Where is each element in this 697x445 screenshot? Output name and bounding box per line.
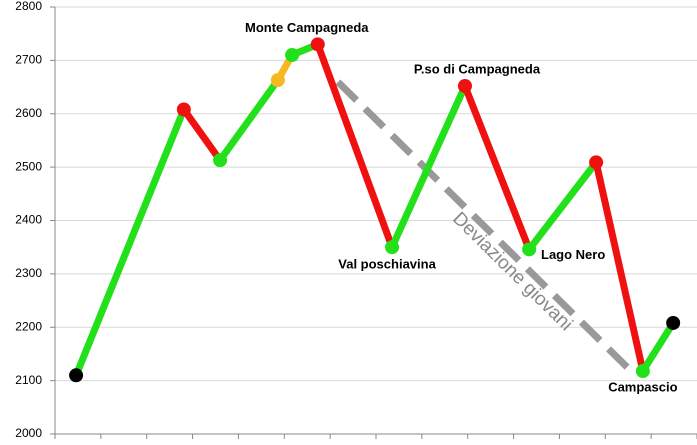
point: [176, 102, 191, 117]
point-label: Val poschiavina: [338, 257, 436, 272]
point: [457, 78, 472, 93]
point: [522, 242, 537, 257]
y-tick-label: 2800: [15, 0, 42, 13]
y-tick-label: 2000: [15, 426, 42, 440]
point: [270, 73, 285, 88]
segment: [592, 158, 647, 375]
y-tick-label: 2500: [15, 159, 42, 173]
annotation-line: [335, 79, 633, 373]
y-tick-label: 2200: [15, 319, 42, 333]
point: [589, 155, 604, 170]
y-tick-label: 2100: [15, 373, 42, 387]
point: [69, 368, 84, 383]
point-label: Monte Campagneda: [245, 20, 369, 35]
segment: [461, 82, 533, 253]
point-label: Lago Nero: [541, 247, 605, 262]
segment: [216, 76, 282, 164]
segment: [639, 319, 677, 375]
y-tick-label: 2400: [15, 213, 42, 227]
point: [666, 315, 681, 330]
point: [635, 364, 650, 379]
y-tick-label: 2700: [15, 53, 42, 67]
point: [385, 240, 400, 255]
segment: [180, 105, 224, 164]
point: [285, 48, 300, 63]
point-label: P.so di Campagneda: [414, 61, 541, 76]
segment: [72, 105, 188, 379]
annotation: Deviazione giovani: [448, 208, 576, 335]
y-tick-label: 2300: [15, 266, 42, 280]
segment: [388, 82, 469, 251]
y-tick-label: 2600: [15, 106, 42, 120]
point: [213, 153, 228, 168]
segment: [314, 40, 396, 251]
point: [310, 37, 325, 52]
point-label: Campascio: [608, 379, 677, 394]
segment: [525, 158, 600, 253]
